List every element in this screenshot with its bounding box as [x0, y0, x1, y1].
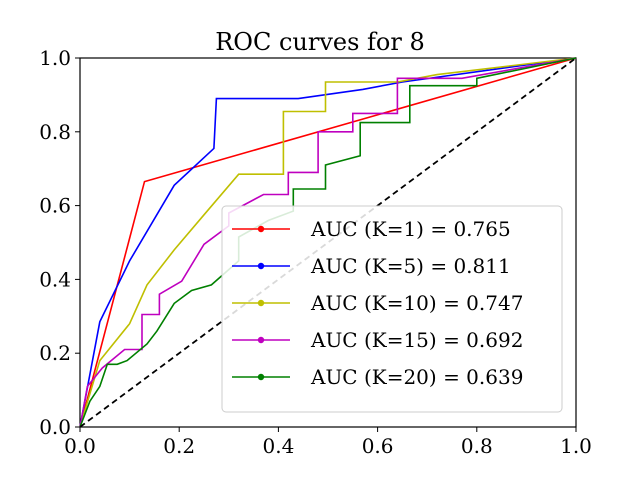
chart-title: ROC curves for 8	[215, 28, 425, 56]
y-tick-label: 1.0	[39, 46, 71, 70]
legend: AUC (K=1) = 0.765 AUC (K=5) = 0.811 AUC (K…	[221, 205, 563, 413]
x-tick-label: 0.0	[64, 434, 96, 458]
roc-series-line-k0	[79, 57, 577, 428]
y-tick-label: 0.8	[39, 120, 71, 144]
x-tick-label: 0.8	[461, 434, 493, 458]
y-tick-label: 0.4	[39, 267, 71, 291]
x-axis: 0.0 0.2 0.4 0.6 0.8 1.0	[64, 427, 592, 458]
legend-marker	[257, 336, 265, 344]
x-tick-label: 0.6	[362, 434, 394, 458]
x-tick-label: 0.4	[262, 434, 294, 458]
legend-label: AUC (K=10) = 0.747	[310, 291, 523, 315]
legend-box	[221, 205, 563, 413]
legend-label: AUC (K=15) = 0.692	[310, 328, 523, 352]
x-tick-label: 1.0	[560, 434, 592, 458]
plot-area-frame	[79, 57, 577, 428]
legend-marker	[257, 225, 265, 233]
legend-label: AUC (K=1) = 0.765	[310, 217, 511, 241]
legend-label: AUC (K=5) = 0.811	[310, 254, 511, 278]
y-axis: 0.0 0.2 0.4 0.6 0.8 1.0	[39, 46, 80, 439]
legend-label: AUC (K=20) = 0.639	[310, 365, 523, 389]
roc-series-line-k2	[79, 57, 577, 428]
series-layer	[79, 57, 577, 428]
legend-marker	[257, 262, 265, 270]
random-chance-diagonal	[79, 57, 577, 428]
roc-series-line-k1	[79, 57, 577, 428]
y-tick-label: 0.6	[39, 194, 71, 218]
y-tick-label: 0.0	[39, 415, 71, 439]
legend-marker	[257, 299, 265, 307]
x-tick-label: 0.2	[163, 434, 195, 458]
y-tick-label: 0.2	[39, 341, 71, 365]
legend-marker	[257, 373, 265, 381]
